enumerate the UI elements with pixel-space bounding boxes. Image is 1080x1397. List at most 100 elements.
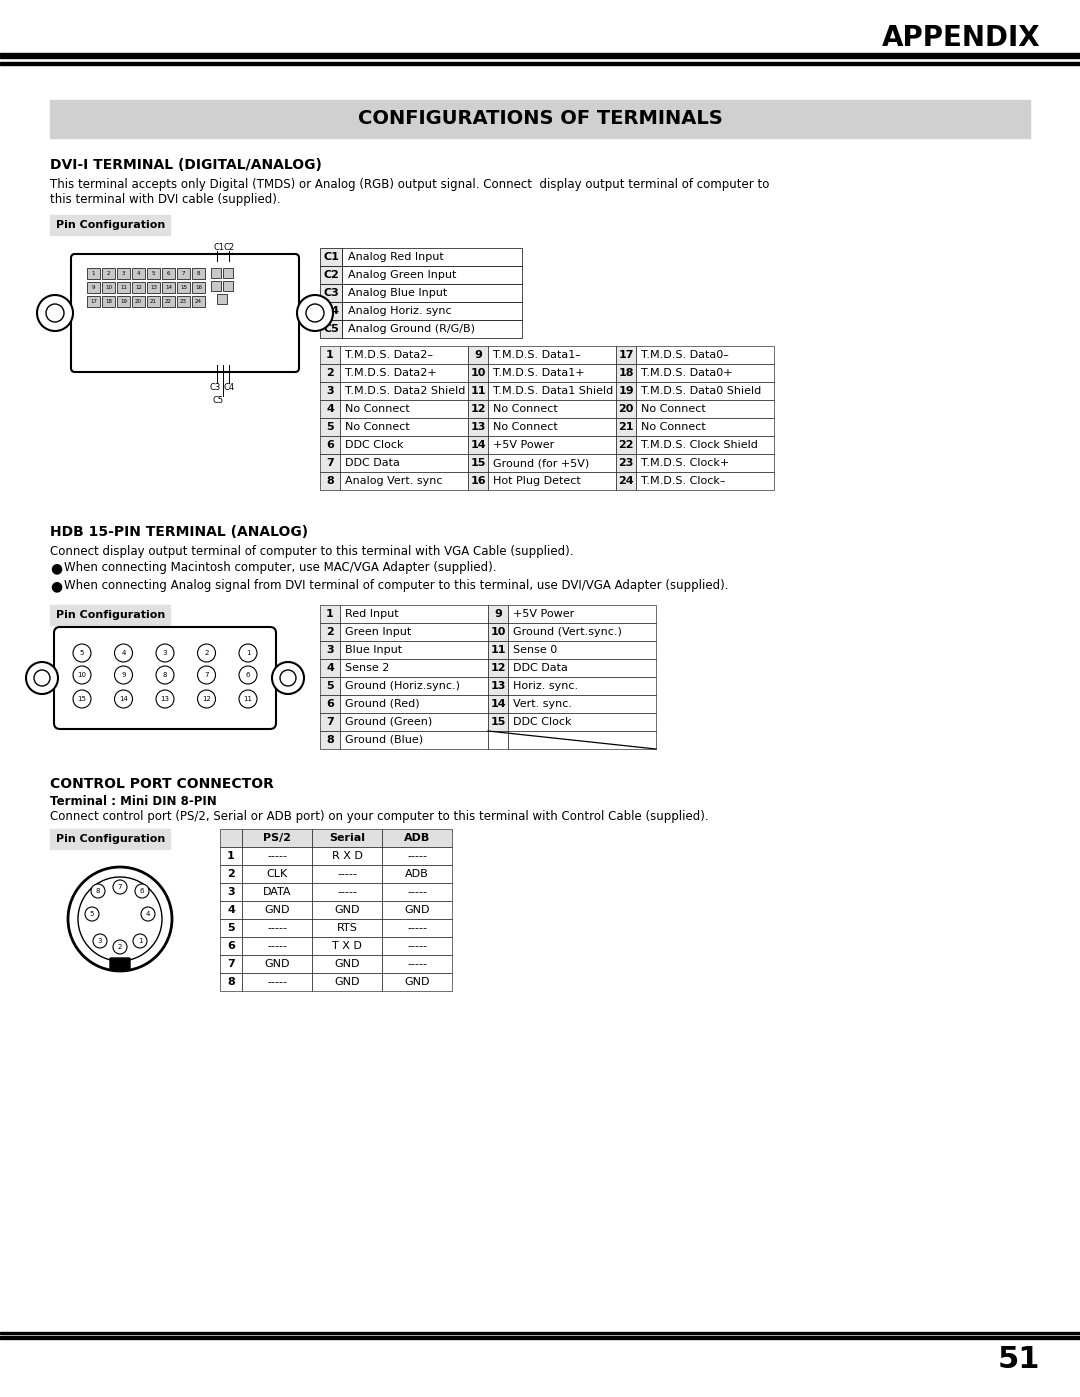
Text: -----: ----- [407,851,427,861]
Bar [87,268,100,279]
Circle shape [113,940,127,954]
Circle shape [73,644,91,662]
Bar [320,249,342,265]
Text: C3: C3 [323,288,339,298]
Text: 18: 18 [105,299,112,305]
Circle shape [91,884,105,898]
Text: RTS: RTS [337,923,357,933]
Bar [488,365,616,381]
Text: 9: 9 [92,285,95,291]
Text: ●: ● [50,562,63,576]
Bar [242,901,312,919]
Bar [320,320,342,338]
Text: DVI-I TERMINAL (DIGITAL/ANALOG): DVI-I TERMINAL (DIGITAL/ANALOG) [50,158,322,172]
Text: -----: ----- [267,923,287,933]
Bar [102,268,114,279]
Text: T.M.D.S. Data1+: T.M.D.S. Data1+ [492,367,584,379]
Bar [177,282,190,293]
Text: 13: 13 [150,285,157,291]
Text: T.M.D.S. Data1–: T.M.D.S. Data1– [492,351,581,360]
Text: Vert. sync.: Vert. sync. [513,698,572,710]
Text: Serial: Serial [329,833,365,842]
Text: T.M.D.S. Data2+: T.M.D.S. Data2+ [345,367,436,379]
Circle shape [239,690,257,708]
Circle shape [73,666,91,685]
Bar [312,883,382,901]
Bar [636,365,774,381]
Bar [636,346,774,365]
Text: Analog Red Input: Analog Red Input [348,251,444,263]
Bar [0,1336,1080,1338]
Bar [312,972,382,990]
Bar [636,400,774,418]
Text: 51: 51 [998,1344,1040,1373]
Text: 14: 14 [165,285,172,291]
Bar [488,381,616,400]
Bar [616,436,636,454]
Text: 14: 14 [470,440,486,450]
Text: C1: C1 [214,243,225,251]
Text: 2: 2 [107,271,110,277]
Text: 11: 11 [470,386,486,395]
Bar [320,712,340,731]
Text: 5: 5 [80,650,84,657]
Text: ●: ● [50,578,63,592]
Circle shape [113,880,127,894]
Text: Sense 2: Sense 2 [345,664,390,673]
Bar [508,641,656,659]
Text: Pin Configuration: Pin Configuration [56,610,165,620]
Circle shape [37,295,73,331]
Bar [340,659,488,678]
Text: T.M.D.S. Data2–: T.M.D.S. Data2– [345,351,433,360]
Text: GND: GND [265,905,289,915]
Bar [132,282,145,293]
Bar [0,1331,1080,1334]
Bar [87,296,100,307]
Circle shape [156,666,174,685]
Text: 8: 8 [96,888,100,894]
Bar [342,249,522,265]
Bar [616,346,636,365]
Bar [50,101,1030,138]
Text: 23: 23 [180,299,187,305]
Bar [102,296,114,307]
Text: No Connect: No Connect [345,422,409,432]
Text: 3: 3 [227,887,234,897]
Bar [0,61,1080,66]
Text: 1: 1 [326,609,334,619]
Bar [382,956,453,972]
Bar [340,381,468,400]
Text: 7: 7 [181,271,186,277]
Bar [320,418,340,436]
Text: 7: 7 [118,884,122,890]
Bar [320,454,340,472]
Circle shape [26,662,58,694]
Text: -----: ----- [267,942,287,951]
Bar [340,678,488,694]
Text: -----: ----- [337,887,357,897]
Bar [616,418,636,436]
Text: No Connect: No Connect [642,404,705,414]
Text: CONFIGURATIONS OF TERMINALS: CONFIGURATIONS OF TERMINALS [357,109,723,129]
Text: HDB 15-PIN TERMINAL (ANALOG): HDB 15-PIN TERMINAL (ANALOG) [50,525,308,539]
Bar [488,605,508,623]
Text: 10: 10 [105,285,112,291]
Bar [342,265,522,284]
Bar [242,956,312,972]
Text: 16: 16 [195,285,202,291]
Text: 17: 17 [618,351,634,360]
Bar [616,365,636,381]
Circle shape [133,935,147,949]
Text: T.M.D.S. Clock–: T.M.D.S. Clock– [642,476,726,486]
FancyBboxPatch shape [71,254,299,372]
Bar [508,694,656,712]
Text: 6: 6 [227,942,235,951]
Text: C2: C2 [323,270,339,279]
Bar [192,282,205,293]
Text: 1: 1 [326,351,334,360]
Text: 1: 1 [92,271,95,277]
Bar [312,828,382,847]
Circle shape [68,868,172,971]
Text: 11: 11 [490,645,505,655]
Bar [320,365,340,381]
